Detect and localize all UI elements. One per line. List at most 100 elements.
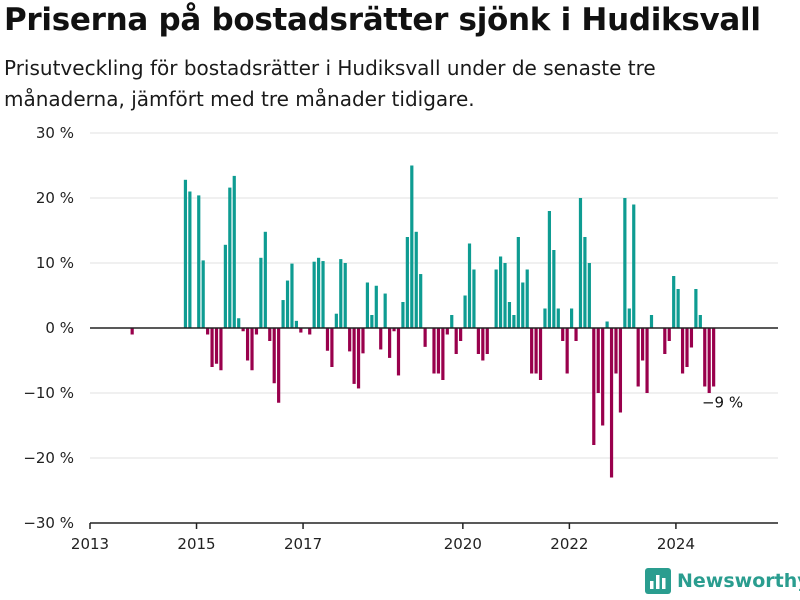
bar <box>405 237 409 328</box>
bar <box>592 328 596 445</box>
bar <box>645 328 649 393</box>
bar <box>609 328 614 478</box>
bar <box>521 282 525 328</box>
bar <box>472 269 476 328</box>
bar <box>183 179 188 328</box>
bar <box>685 328 689 367</box>
bar <box>561 328 565 341</box>
y-tick-label: 10 % <box>36 254 74 272</box>
x-axis-ticks: 2013 2015 2017 2020 2022 2024 <box>71 523 695 553</box>
bar <box>552 250 556 328</box>
bar <box>277 328 281 403</box>
bar <box>494 269 498 328</box>
bar <box>383 293 387 328</box>
bar <box>485 328 489 354</box>
bar <box>285 280 290 328</box>
bar <box>201 260 205 328</box>
annotations: −9 % <box>702 394 743 412</box>
axes <box>90 327 778 524</box>
bar <box>299 328 303 333</box>
y-tick-label: 30 % <box>36 124 74 142</box>
bar <box>556 308 560 328</box>
y-tick-label: 20 % <box>36 189 74 207</box>
chart-subtitle: Prisutveckling för bostadsrätter i Hudik… <box>4 56 656 111</box>
bar <box>596 328 600 393</box>
bar <box>352 328 356 384</box>
bar <box>694 289 698 328</box>
y-tick-label: −20 % <box>23 449 74 467</box>
bar <box>223 244 227 328</box>
bar <box>334 313 338 328</box>
y-tick-label: 0 % <box>45 319 74 337</box>
bar <box>356 328 361 389</box>
bar <box>294 320 298 328</box>
x-tick-label: 2024 <box>657 535 695 553</box>
x-tick-label: 2017 <box>284 535 322 553</box>
bar <box>663 328 667 354</box>
bar <box>228 187 232 328</box>
bar <box>308 328 312 335</box>
bar <box>370 315 374 328</box>
bar <box>232 175 236 328</box>
bar <box>321 261 325 328</box>
bar <box>680 328 685 374</box>
bar <box>316 257 321 328</box>
bar <box>197 195 201 328</box>
bar <box>245 328 250 361</box>
bar-chart-logo-icon <box>645 568 671 594</box>
bar <box>210 328 214 367</box>
bar <box>330 328 334 367</box>
bar <box>312 261 316 328</box>
bar <box>481 328 485 361</box>
y-axis-ticks: 30 % 20 % 10 % 0 % −10 % −20 % −30 % <box>23 124 74 532</box>
bar <box>641 328 645 361</box>
bar <box>689 328 694 348</box>
bar <box>254 328 259 335</box>
bar <box>454 328 458 354</box>
data-label: −9 % <box>702 394 743 412</box>
bar <box>396 328 401 376</box>
bar <box>636 328 640 387</box>
bar <box>463 295 467 328</box>
bar <box>578 198 583 328</box>
brand-name: Newsworthy <box>677 570 800 592</box>
bar <box>268 328 272 341</box>
bar <box>507 302 512 328</box>
bar <box>263 231 267 328</box>
bar <box>365 282 370 328</box>
bar <box>130 328 134 335</box>
bar <box>498 256 503 328</box>
bar <box>237 318 241 328</box>
bar <box>379 328 383 350</box>
bar <box>445 328 449 335</box>
chart-title: Priserna på bostadsrätter sjönk i Hudiks… <box>4 2 761 38</box>
bar <box>632 204 636 328</box>
bar <box>570 308 574 328</box>
bar <box>361 328 365 354</box>
bar <box>325 328 330 351</box>
bar <box>401 302 405 328</box>
bar <box>707 328 711 393</box>
bar <box>672 276 676 328</box>
bar <box>432 328 436 374</box>
bar <box>343 263 347 328</box>
bar <box>605 321 609 328</box>
bar <box>574 328 578 341</box>
bar <box>649 315 654 328</box>
bar <box>614 328 618 374</box>
bar <box>241 328 245 332</box>
bar <box>450 315 454 328</box>
bar <box>627 308 631 328</box>
bar <box>525 269 529 328</box>
bar <box>374 285 378 328</box>
x-tick-label: 2015 <box>177 535 215 553</box>
bar <box>281 300 285 328</box>
bar <box>476 328 480 354</box>
bar <box>565 328 569 374</box>
bar <box>414 231 418 328</box>
bar <box>618 328 623 413</box>
x-tick-label: 2020 <box>444 535 482 553</box>
bar <box>703 328 707 387</box>
bar <box>219 328 223 371</box>
bar <box>423 328 427 347</box>
